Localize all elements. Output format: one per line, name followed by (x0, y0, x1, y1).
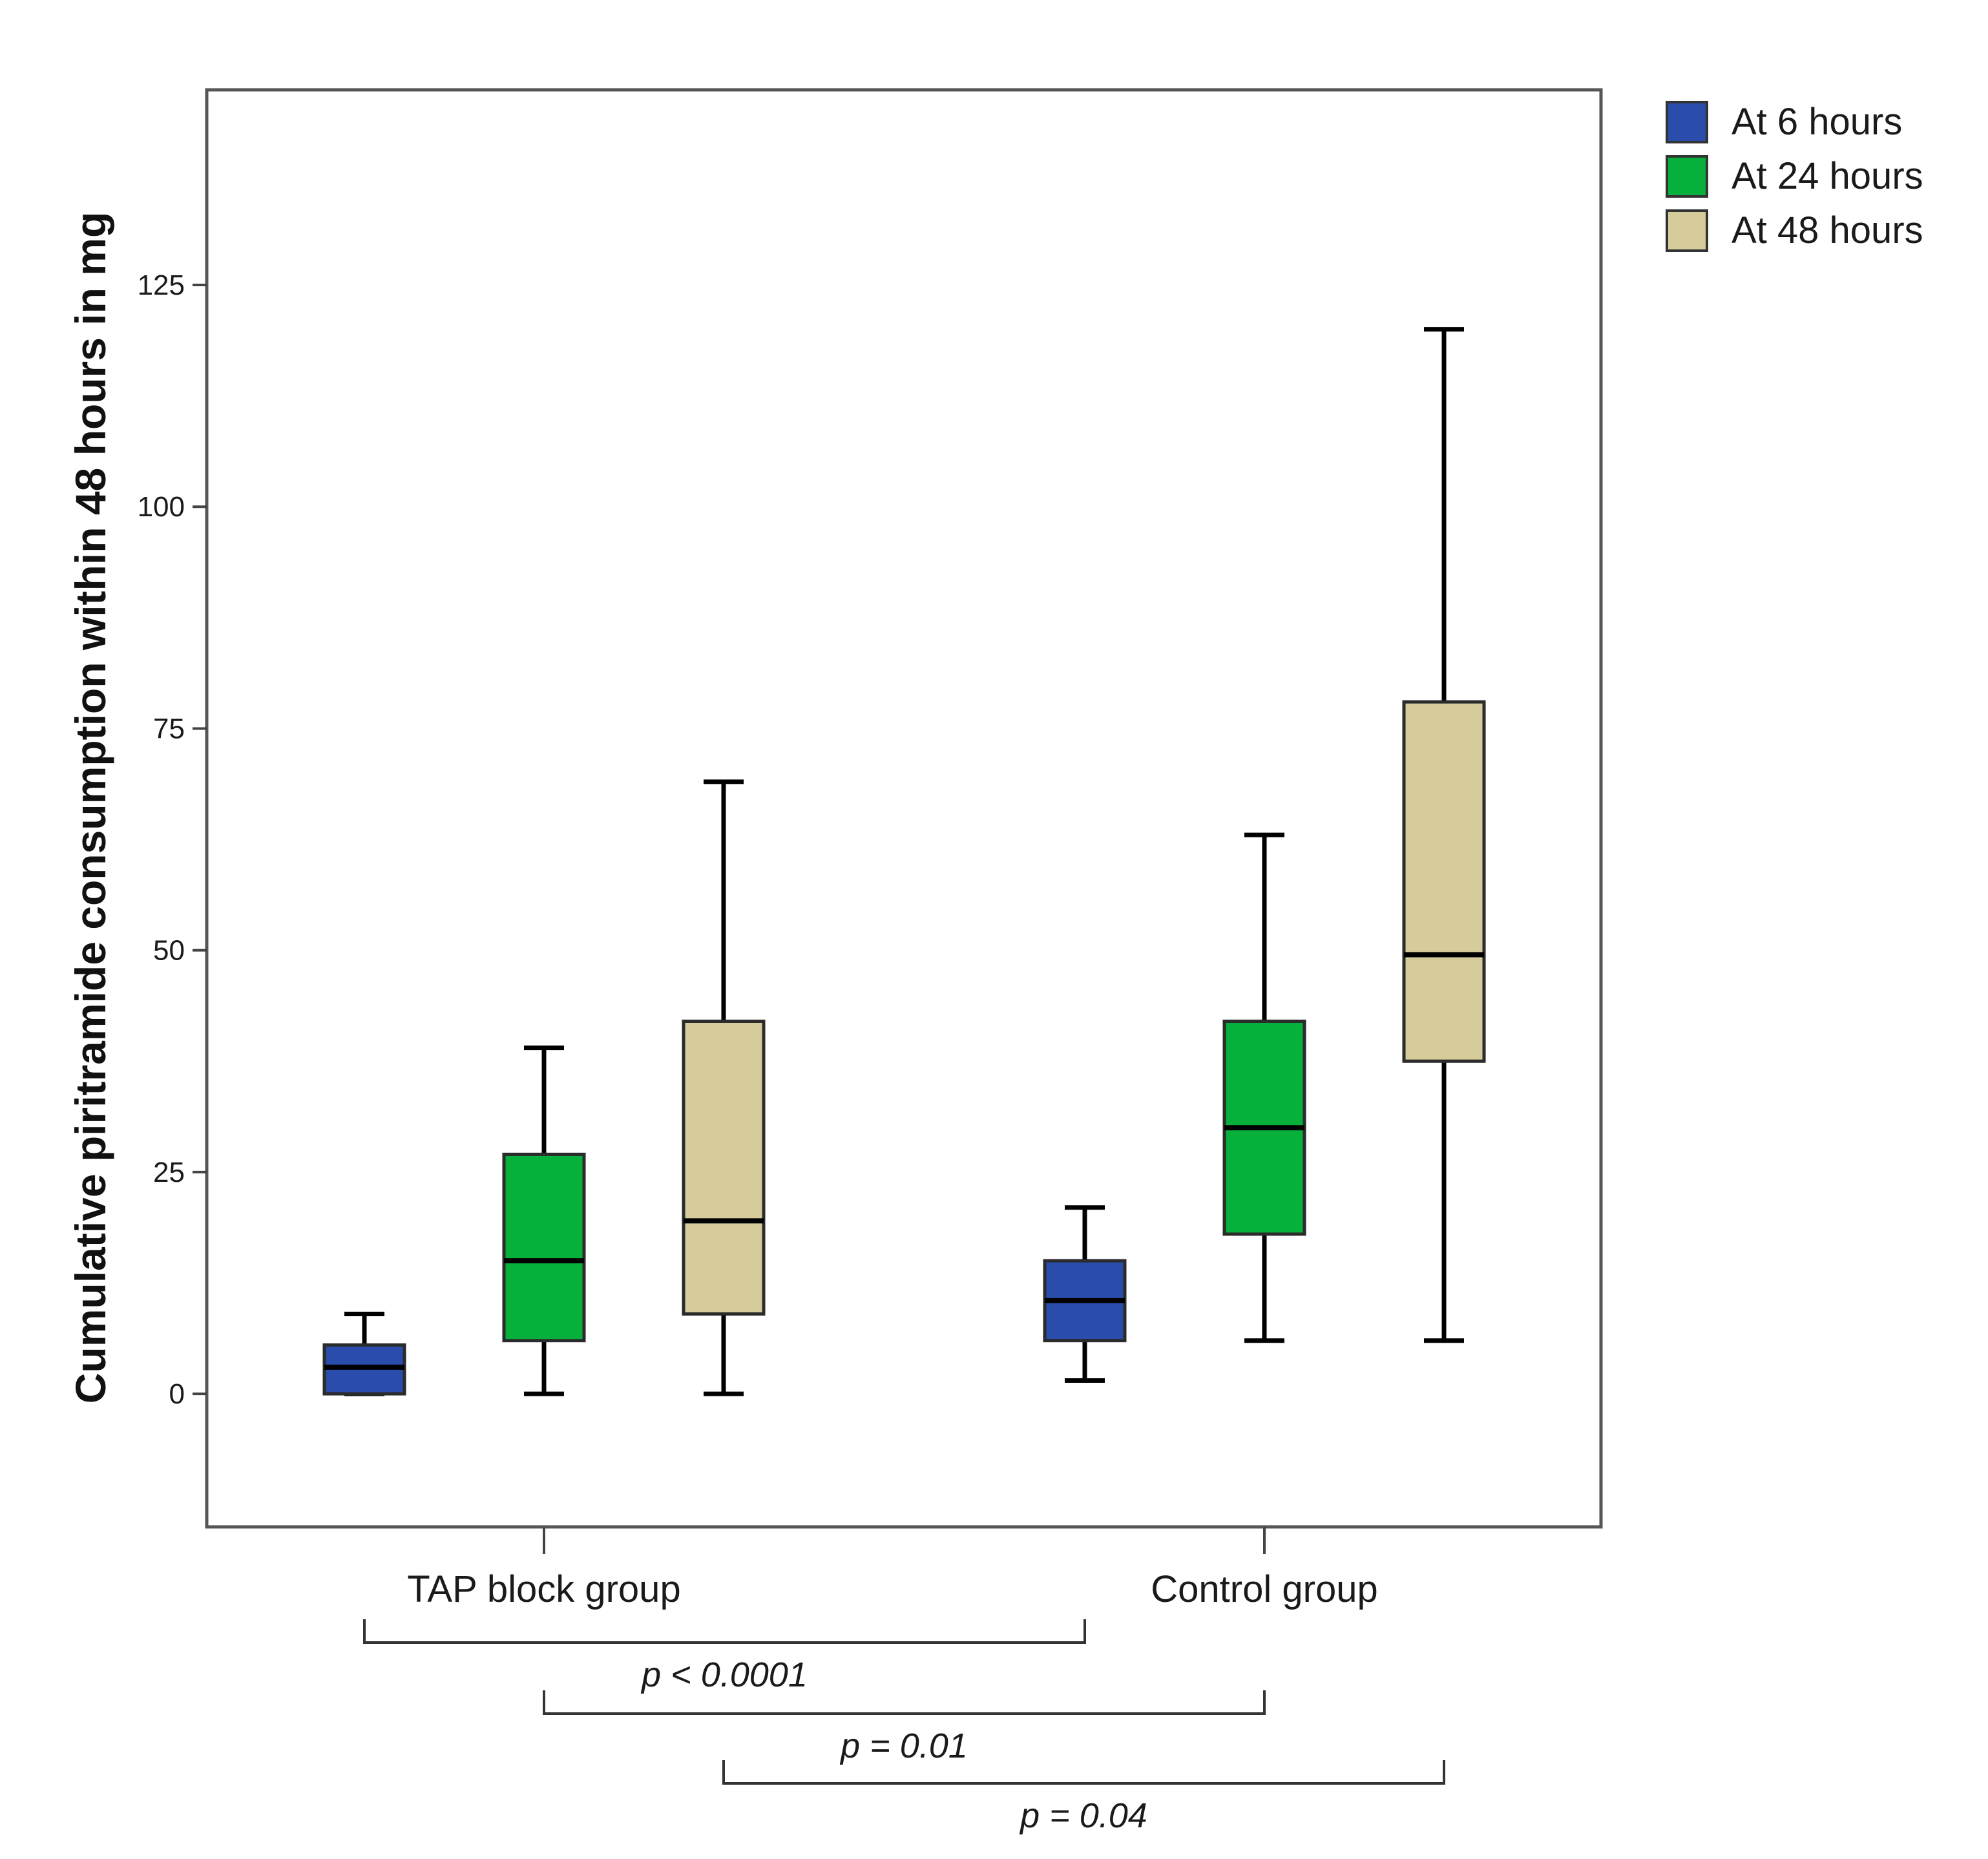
significance-bracket (543, 1690, 1266, 1715)
iqr-box (682, 1019, 766, 1316)
legend-label-at-24-hours: At 24 hours (1732, 155, 1923, 197)
box-control-group-at-48-hours (1402, 327, 1486, 1343)
p-value-label: p = 0.04 (1019, 1796, 1147, 1835)
legend-label-at-6-hours: At 6 hours (1732, 101, 1902, 143)
axis-layer: 0 25 50 75 100 125 TAP block group Control grou… (138, 269, 1378, 1610)
y-axis-title: Cumulative piritramide consumption withi… (67, 212, 114, 1404)
y-tick-label: 0 (169, 1378, 185, 1410)
plot-frame (205, 88, 1603, 1529)
box-tap-block-group-at-24-hours (502, 1045, 586, 1396)
y-tick-label: 100 (138, 491, 185, 523)
y-tick-label: 50 (153, 935, 185, 967)
box-tap-block-group-at-48-hours (682, 779, 766, 1396)
x-category-label: Control group (1151, 1568, 1377, 1610)
iqr-box (502, 1152, 586, 1343)
box-control-group-at-6-hours (1043, 1205, 1127, 1383)
significance-annotations: p < 0.0001 p = 0.01 p = 0.04 (363, 1619, 1445, 1835)
legend-swatch-at-6-hours (1666, 101, 1708, 143)
box-tap-block-group-at-6-hours (322, 1312, 406, 1396)
significance-bracket (363, 1619, 1086, 1644)
legend-swatch-at-48-hours (1666, 209, 1708, 252)
x-category-label: TAP block group (407, 1568, 680, 1610)
significance-bracket (722, 1760, 1445, 1785)
y-tick-label: 125 (138, 269, 185, 301)
y-tick-label: 75 (153, 713, 185, 744)
iqr-box (1402, 700, 1486, 1063)
legend: At 6 hours At 24 hours At 48 hours (1666, 101, 1923, 252)
plot-area-layer (205, 88, 1603, 1529)
p-value-label: p < 0.0001 (640, 1655, 808, 1694)
y-tick-label: 25 (153, 1157, 185, 1188)
legend-swatch-at-24-hours (1666, 155, 1708, 198)
p-value-label: p = 0.01 (839, 1727, 968, 1765)
legend-label-at-48-hours: At 48 hours (1732, 209, 1923, 251)
box-control-group-at-24-hours (1222, 832, 1306, 1343)
